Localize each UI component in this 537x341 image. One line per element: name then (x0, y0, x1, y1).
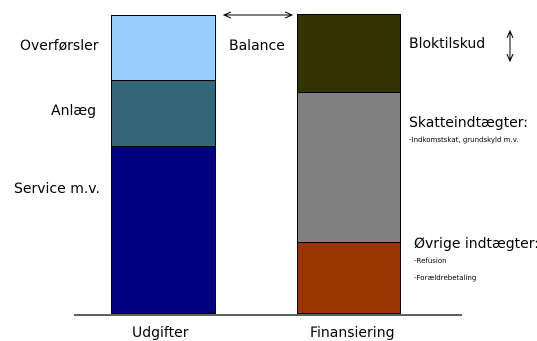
label-refusion: -Refusion (414, 257, 447, 265)
label-taxes: Skatteindtægter: (409, 115, 529, 131)
expenses-segment-service (111, 147, 216, 314)
label-transfers: Overførsler (20, 38, 99, 54)
label-other-income: Øvrige indtægter: (414, 236, 537, 252)
caption-financing: Finansiering (310, 325, 395, 341)
label-balance: Balance (229, 38, 285, 54)
label-block-grant: Bloktilskud (409, 36, 486, 52)
label-parent-payment: -Forældrebetaling (414, 274, 477, 282)
financing-segment-taxes (297, 93, 401, 243)
financing-segment-other-income (297, 243, 401, 314)
caption-expenses: Udgifter (132, 325, 189, 341)
label-service: Service m.v. (14, 181, 100, 197)
label-construction: Anlæg (51, 103, 96, 119)
expenses-segment-transfers (111, 15, 216, 81)
financing-segment-block-grant (297, 14, 401, 93)
label-taxes-detail: -Indkomstskat, grundskyld m.v. (409, 136, 519, 144)
expenses-segment-construction (111, 81, 216, 147)
